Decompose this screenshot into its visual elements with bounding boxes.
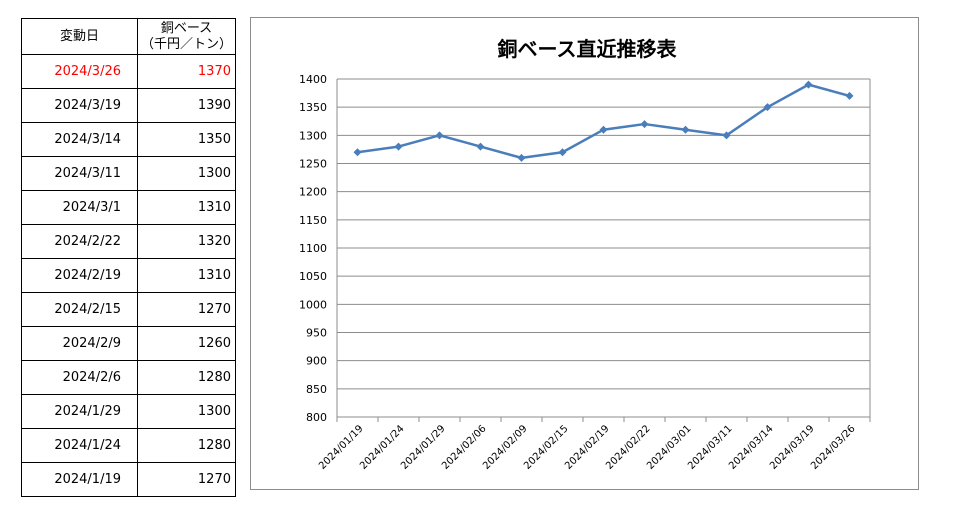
table-header-row: 変動日 銅ベース （千円／トン） bbox=[21, 18, 236, 55]
series-layer bbox=[353, 80, 854, 162]
data-point-marker bbox=[517, 153, 526, 162]
table-body: 2024/3/26 1370 2024/3/19 1390 2024/3/14 1350 2… bbox=[21, 54, 236, 497]
row-price: 1320 bbox=[137, 224, 236, 259]
row-price: 1260 bbox=[137, 326, 236, 361]
data-point-marker bbox=[681, 125, 690, 134]
y-tick-label: 1250 bbox=[299, 158, 327, 171]
header-price-line2: （千円／トン） bbox=[140, 36, 232, 52]
chart-area: 銅ベース直近推移表 800 850 900 950 1000 1050 1100 1150 12… bbox=[250, 17, 919, 490]
table-row: 2024/2/22 1320 bbox=[21, 224, 236, 259]
y-tick-label: 1300 bbox=[299, 129, 327, 142]
y-tick-label: 1350 bbox=[299, 101, 327, 114]
line-chart: 銅ベース直近推移表 800 850 900 950 1000 1050 1100 1150 12… bbox=[299, 37, 871, 472]
x-tick-labels: 2024/01/192024/01/242024/01/292024/02/06… bbox=[317, 423, 858, 472]
row-price: 1350 bbox=[137, 122, 236, 157]
row-price: 1270 bbox=[137, 462, 236, 497]
y-tick-label: 1000 bbox=[299, 298, 327, 311]
row-date: 2024/1/29 bbox=[21, 394, 138, 429]
table-row: 2024/1/19 1270 bbox=[21, 462, 236, 497]
data-point-marker bbox=[640, 120, 649, 129]
data-point-marker bbox=[353, 148, 362, 157]
row-price: 1370 bbox=[137, 54, 236, 89]
row-price: 1310 bbox=[137, 258, 236, 293]
row-price: 1390 bbox=[137, 88, 236, 123]
row-price: 1310 bbox=[137, 190, 236, 225]
y-tick-label: 800 bbox=[306, 411, 327, 424]
row-date: 2024/2/22 bbox=[21, 224, 138, 259]
table-row: 2024/1/29 1300 bbox=[21, 394, 236, 429]
table-row: 2024/1/24 1280 bbox=[21, 428, 236, 463]
y-tick-label: 1100 bbox=[299, 242, 327, 255]
row-date: 2024/3/11 bbox=[21, 156, 138, 191]
table-row: 2024/2/6 1280 bbox=[21, 360, 236, 395]
row-date: 2024/2/9 bbox=[21, 326, 138, 361]
row-date: 2024/3/19 bbox=[21, 88, 138, 123]
gridlines bbox=[337, 78, 870, 418]
data-point-marker bbox=[722, 131, 731, 140]
row-price: 1270 bbox=[137, 292, 236, 327]
header-price: 銅ベース （千円／トン） bbox=[137, 18, 236, 55]
row-date: 2024/3/14 bbox=[21, 122, 138, 157]
price-table: 変動日 銅ベース （千円／トン） 2024/3/26 1370 2024/3/19 1… bbox=[21, 18, 236, 497]
y-tick-label: 1050 bbox=[299, 270, 327, 283]
x-tick-label: 2024/03/26 bbox=[809, 423, 858, 472]
data-point-marker bbox=[558, 148, 567, 157]
y-tick-label: 1400 bbox=[299, 73, 327, 86]
data-point-marker bbox=[599, 125, 608, 134]
y-tick-label: 850 bbox=[306, 383, 327, 396]
chart-title: 銅ベース直近推移表 bbox=[498, 37, 678, 61]
y-tick-label: 1150 bbox=[299, 214, 327, 227]
y-tick-label: 900 bbox=[306, 355, 327, 368]
data-point-marker bbox=[476, 142, 485, 151]
row-date: 2024/2/15 bbox=[21, 292, 138, 327]
table-row: 2024/3/19 1390 bbox=[21, 88, 236, 123]
data-point-marker bbox=[763, 103, 772, 112]
row-date: 2024/2/6 bbox=[21, 360, 138, 395]
row-price: 1280 bbox=[137, 360, 236, 395]
data-point-marker bbox=[435, 131, 444, 140]
y-tick-labels: 800 850 900 950 1000 1050 1100 1150 1200 1250 1300… bbox=[299, 73, 327, 424]
row-date: 2024/3/1 bbox=[21, 190, 138, 225]
table-row: 2024/3/1 1310 bbox=[21, 190, 236, 225]
table-row: 2024/2/15 1270 bbox=[21, 292, 236, 327]
y-tick-label: 1200 bbox=[299, 186, 327, 199]
row-price: 1280 bbox=[137, 428, 236, 463]
table-row: 2024/2/19 1310 bbox=[21, 258, 236, 293]
data-point-marker bbox=[394, 142, 403, 151]
table-row: 2024/3/11 1300 bbox=[21, 156, 236, 191]
table-row: 2024/3/14 1350 bbox=[21, 122, 236, 157]
row-date: 2024/1/19 bbox=[21, 462, 138, 497]
row-price: 1300 bbox=[137, 156, 236, 191]
row-date: 2024/1/24 bbox=[21, 428, 138, 463]
row-date: 2024/2/19 bbox=[21, 258, 138, 293]
axes bbox=[336, 79, 871, 422]
header-date: 変動日 bbox=[21, 18, 138, 55]
data-point-marker bbox=[804, 80, 813, 89]
series-line bbox=[357, 83, 850, 160]
row-price: 1300 bbox=[137, 394, 236, 429]
data-point-marker bbox=[845, 91, 854, 100]
table-row: 2024/3/26 1370 bbox=[21, 54, 236, 89]
y-tick-label: 950 bbox=[306, 327, 327, 340]
header-price-line1: 銅ベース bbox=[160, 20, 213, 36]
table-row: 2024/2/9 1260 bbox=[21, 326, 236, 361]
row-date: 2024/3/26 bbox=[21, 54, 138, 89]
